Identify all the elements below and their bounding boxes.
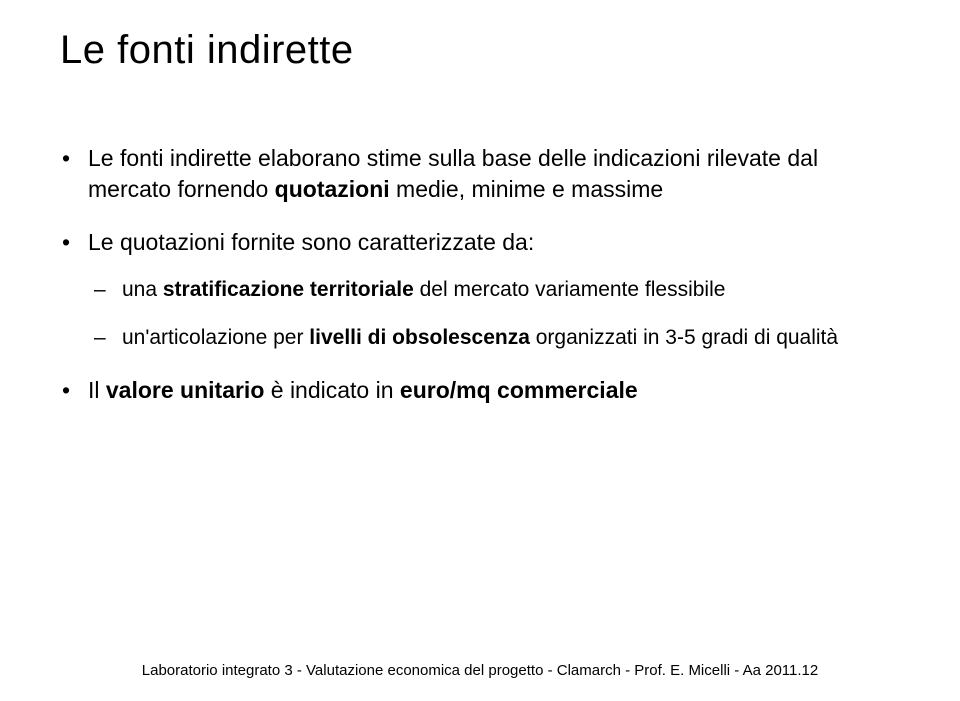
text: del mercato variamente flessibile (414, 278, 726, 301)
text: un'articolazione per (122, 326, 309, 349)
bullet-list: Le fonti indirette elaborano stime sulla… (60, 143, 900, 406)
slide-content: Le fonti indirette elaborano stime sulla… (60, 143, 900, 406)
text: Il (88, 377, 106, 403)
text: Le quotazioni fornite sono caratterizzat… (88, 229, 534, 255)
text: è indicato in (264, 377, 400, 403)
bold-text: valore unitario (106, 377, 264, 403)
text: medie, minime e massime (390, 176, 664, 202)
bold-text: quotazioni (275, 176, 390, 202)
text: organizzati in 3-5 gradi di qualità (530, 326, 838, 349)
bullet-item-1: Le fonti indirette elaborano stime sulla… (60, 143, 900, 205)
sub-bullet-list: una stratificazione territoriale del mer… (88, 276, 900, 353)
sub-bullet-2: un'articolazione per livelli di obsolesc… (88, 324, 900, 352)
slide: Le fonti indirette Le fonti indirette el… (0, 0, 960, 701)
slide-footer: Laboratorio integrato 3 - Valutazione ec… (0, 662, 960, 679)
bullet-item-2: Le quotazioni fornite sono caratterizzat… (60, 227, 900, 353)
bullet-item-3: Il valore unitario è indicato in euro/mq… (60, 375, 900, 406)
sub-bullet-1: una stratificazione territoriale del mer… (88, 276, 900, 304)
slide-title: Le fonti indirette (60, 28, 900, 73)
bold-text: livelli di obsolescenza (309, 326, 530, 349)
text: una (122, 278, 163, 301)
bold-text: euro/mq commerciale (400, 377, 638, 403)
bold-text: stratificazione territoriale (163, 278, 414, 301)
